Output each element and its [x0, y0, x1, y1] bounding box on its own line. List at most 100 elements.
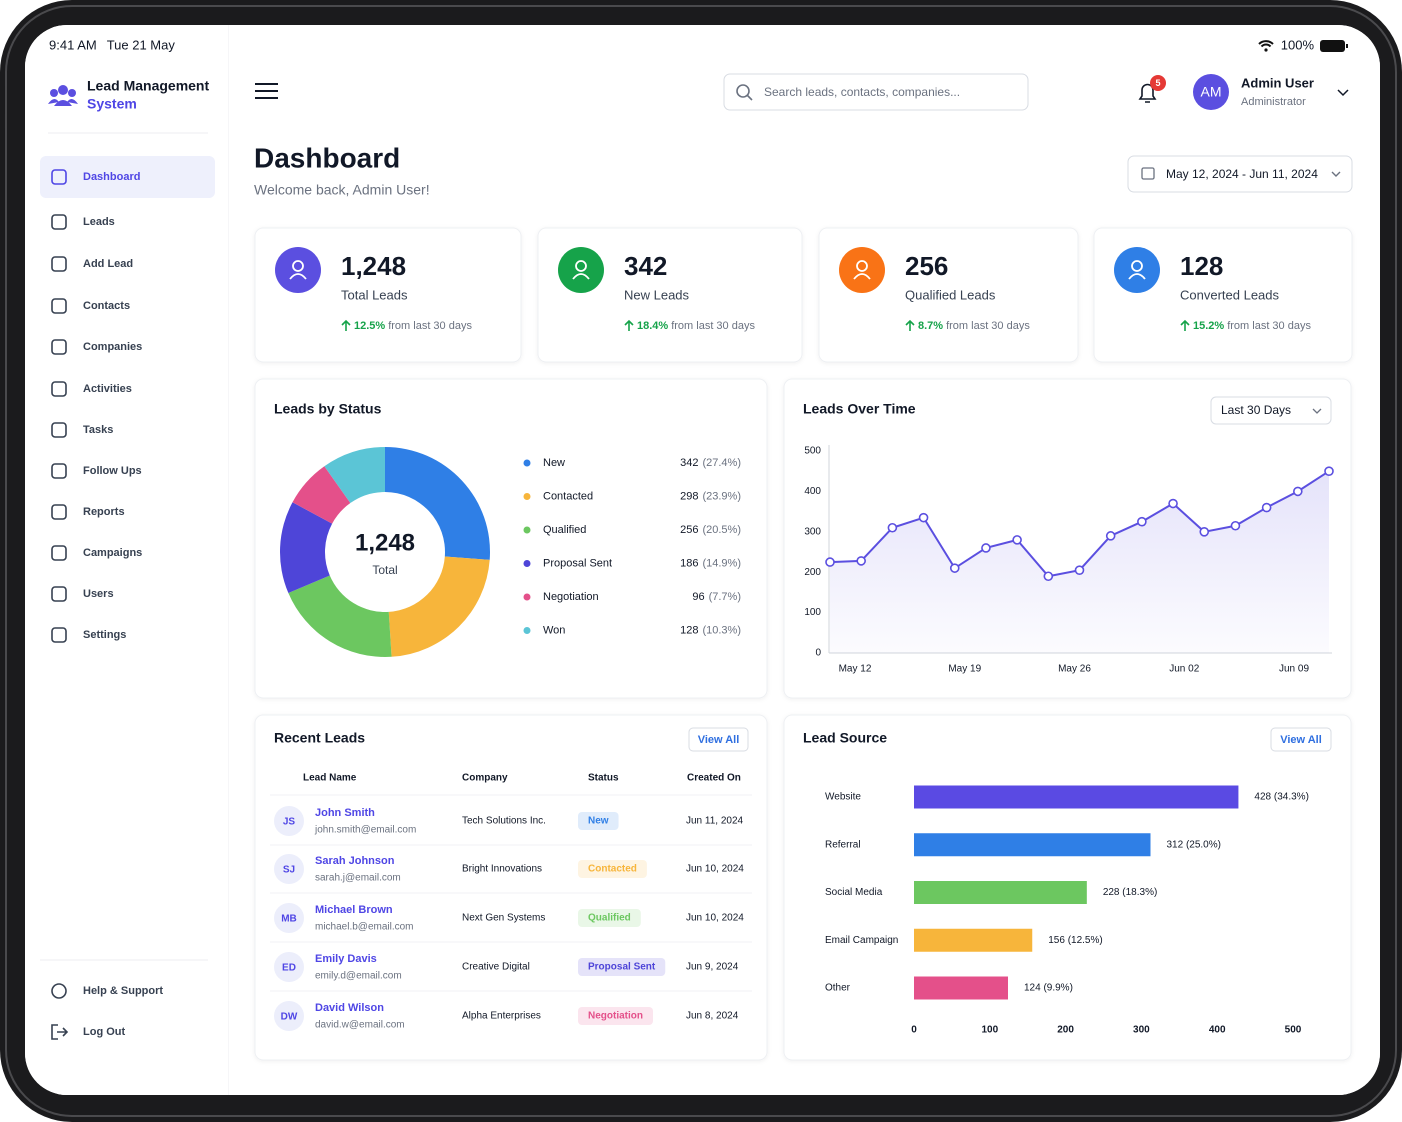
bar — [914, 928, 1033, 952]
nav-label[interactable]: Log Out — [83, 1026, 125, 1038]
stat-change: 12.5% — [354, 320, 385, 332]
lead-name[interactable]: Michael Brown — [315, 904, 393, 916]
bar — [914, 976, 1008, 1000]
menu-button[interactable] — [255, 83, 278, 99]
stat-value: 1,248 — [341, 251, 406, 281]
nav-label[interactable]: Dashboard — [83, 171, 140, 183]
line-point — [1324, 466, 1334, 477]
nav-label[interactable]: Follow Ups — [83, 465, 142, 477]
table-row[interactable]: ED Emily Davis emily.d@email.com Creative D… — [270, 952, 752, 992]
lead-avatar — [274, 854, 304, 884]
user-menu[interactable]: AM Admin User Administrator — [1193, 74, 1349, 110]
nav-label[interactable]: Leads — [83, 216, 115, 228]
nav-label[interactable]: Campaigns — [83, 547, 142, 559]
y-tick-label: 500 — [804, 446, 821, 457]
logo-part — [50, 89, 58, 97]
stat-icon — [839, 247, 885, 293]
battery-cap — [1346, 44, 1348, 48]
line-point — [1043, 571, 1054, 582]
legend-value: 128 — [680, 624, 698, 636]
dropdown-box[interactable] — [1210, 396, 1332, 425]
stat-icon-glyph — [575, 260, 587, 272]
nav-icon — [51, 504, 67, 520]
nav-icon — [51, 463, 67, 479]
date-box[interactable] — [1127, 155, 1353, 193]
notification-bell[interactable]: 5 — [1138, 75, 1166, 103]
search-box[interactable]: Search leads, contacts, companies... — [723, 73, 1029, 111]
nav-label[interactable]: Activities — [83, 383, 132, 395]
legend-value: 96 — [692, 591, 704, 603]
x-tick-label: 200 — [1057, 1025, 1074, 1036]
button-bg[interactable] — [688, 727, 749, 752]
dropdown-label[interactable]: Last 30 Days — [1221, 403, 1291, 417]
column-header: Company — [462, 773, 508, 784]
nav-icon — [51, 983, 67, 999]
created-date: Jun 10, 2024 — [686, 913, 744, 924]
nav-item[interactable]: Help & Support — [51, 983, 163, 999]
nav-item[interactable]: Users — [51, 586, 114, 602]
nav-label[interactable]: Tasks — [83, 424, 113, 436]
button-label[interactable]: View All — [698, 734, 740, 746]
lead-name[interactable]: Sarah Johnson — [315, 855, 395, 867]
nav-label[interactable]: Companies — [83, 341, 142, 353]
nav-item[interactable]: Log Out — [51, 1024, 125, 1040]
legend-label: Qualified — [543, 524, 586, 536]
lead-name[interactable]: John Smith — [315, 807, 375, 819]
nav-label[interactable]: Users — [83, 588, 114, 600]
bar-value-label: 156 (12.5%) — [1048, 935, 1102, 946]
table-row[interactable]: SJ Sarah Johnson sarah.j@email.com Bright I… — [270, 854, 752, 894]
table-row[interactable]: MB Michael Brown michael.b@email.com Next G… — [270, 903, 752, 943]
nav-label[interactable]: Add Lead — [83, 258, 133, 270]
stat-card-bg — [818, 227, 1079, 363]
table-row[interactable]: JS John Smith john.smith@email.com Tech Sol… — [270, 806, 752, 846]
legend-percent: (14.9%) — [702, 557, 741, 569]
donut-segment — [324, 447, 385, 504]
date-range-picker[interactable]: May 12, 2024 - Jun 11, 2024 — [1127, 155, 1353, 193]
nav-item[interactable]: Tasks — [51, 422, 113, 438]
nav-label[interactable]: Settings — [83, 629, 126, 641]
nav-item[interactable]: Settings — [51, 627, 126, 643]
nav-icon — [51, 1024, 69, 1040]
search-placeholder[interactable]: Search leads, contacts, companies... — [764, 85, 960, 99]
legend-swatch — [523, 526, 531, 534]
chevron — [1331, 171, 1341, 177]
view-all-button[interactable]: View All — [688, 727, 749, 752]
bar — [914, 785, 1239, 809]
chart-card — [254, 378, 768, 699]
nav-item[interactable]: Add Lead — [51, 256, 133, 272]
search-field[interactable] — [723, 73, 1029, 111]
line-point — [1074, 565, 1085, 575]
button-bg[interactable] — [1270, 727, 1332, 752]
nav-icon — [51, 586, 67, 602]
table-row[interactable]: DW David Wilson david.w@email.com Alpha Ent… — [274, 1001, 739, 1031]
nav-item[interactable]: Dashboard — [40, 156, 215, 198]
period-dropdown[interactable]: Last 30 Days — [1210, 396, 1332, 425]
bar-value-label: 312 (25.0%) — [1166, 839, 1220, 850]
stat-value: 342 — [624, 251, 667, 281]
up-arrow — [341, 319, 351, 331]
wifi-icon — [1258, 40, 1274, 48]
button-label[interactable]: View All — [1280, 734, 1322, 746]
page-subtitle: Welcome back, Admin User! — [254, 182, 430, 198]
legend-swatch — [523, 593, 531, 601]
lead-email: john.smith@email.com — [314, 825, 416, 836]
lead-company: Next Gen Systems — [462, 913, 545, 924]
nav-item[interactable]: Activities — [51, 381, 132, 397]
nav-label[interactable]: Reports — [83, 506, 125, 518]
date-range[interactable]: May 12, 2024 - Jun 11, 2024 — [1166, 167, 1318, 181]
nav-item[interactable]: Campaigns — [51, 545, 142, 561]
stat-change: 18.4% — [637, 320, 668, 332]
nav-item[interactable]: Companies — [51, 339, 142, 355]
lead-name[interactable]: David Wilson — [315, 1002, 384, 1014]
view-all-button[interactable]: View All — [1270, 727, 1332, 752]
search-icon — [746, 94, 753, 101]
created-date: Jun 11, 2024 — [686, 816, 744, 827]
nav-item[interactable]: Leads — [51, 214, 115, 230]
nav-label[interactable]: Contacts — [83, 300, 130, 312]
nav-item[interactable]: Reports — [51, 504, 125, 520]
lead-name[interactable]: Emily Davis — [315, 953, 377, 965]
nav-item[interactable]: Contacts — [51, 298, 130, 314]
nav-label[interactable]: Help & Support — [83, 985, 163, 997]
nav-item[interactable]: Follow Ups — [51, 463, 142, 479]
bar-category: Email Campaign — [825, 935, 898, 946]
